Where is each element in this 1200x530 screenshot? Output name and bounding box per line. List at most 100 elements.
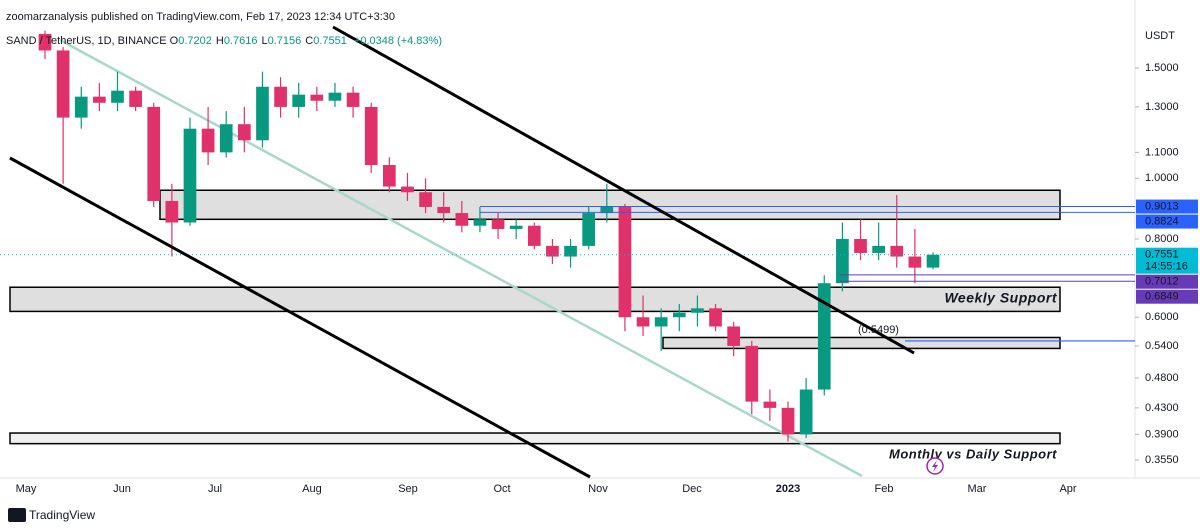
candle-body: [672, 312, 686, 318]
header: zoomarzanalysis published on TradingView…: [6, 5, 442, 53]
ohlc-key: H: [215, 35, 224, 47]
annotation: Weekly Support: [944, 290, 1057, 306]
candle-body: [346, 92, 360, 107]
candle-body: [491, 219, 505, 229]
candle-body: [328, 92, 342, 101]
x-tick-label: Mar: [968, 483, 987, 495]
ohlc-key: O: [169, 35, 179, 47]
candle-body: [636, 317, 650, 327]
x-tick-label: 2023: [776, 483, 800, 495]
annotation: Monthly vs Daily Support: [889, 446, 1057, 461]
event-icon-bolt: [932, 460, 938, 472]
candle-body: [147, 106, 161, 201]
ohlc-value: 0.7156: [267, 35, 302, 47]
candle-body: [437, 206, 451, 214]
candle-body: [691, 308, 704, 313]
candle-body: [401, 186, 414, 193]
y-tick-label: 0.6000: [1145, 311, 1179, 323]
candle-body: [618, 206, 632, 318]
candle-body: [836, 238, 849, 284]
candle-body: [582, 213, 596, 246]
x-tick-label: Apr: [1059, 483, 1076, 495]
candle-body: [256, 86, 269, 141]
candle-body: [201, 128, 215, 153]
y-tick-label: 0.8000: [1145, 233, 1179, 245]
x-tick-label: Jun: [113, 483, 131, 495]
publisher: zoomarzanalysis published on TradingView…: [6, 11, 396, 23]
candle-body: [890, 245, 904, 257]
price-tag-label: 0.6849: [1145, 291, 1179, 303]
candle-body: [38, 33, 52, 51]
candle-body: [364, 106, 378, 166]
price-tag: [1136, 274, 1198, 289]
candle-body: [310, 94, 324, 101]
x-tick-label: Feb: [875, 483, 894, 495]
zone: [662, 336, 1061, 350]
x-tick-label: May: [16, 483, 37, 495]
candle-body: [727, 326, 740, 346]
candle-body: [74, 96, 88, 118]
y-tick-label: 1.3000: [1145, 101, 1179, 113]
candle-body: [872, 245, 885, 253]
candle-body: [238, 124, 251, 141]
price-unit: USDT: [1145, 30, 1175, 42]
candle-body: [274, 86, 287, 107]
zone: [9, 432, 1061, 445]
y-tick-label: 1.5000: [1145, 62, 1179, 74]
price-tag-label: 0.8824: [1145, 215, 1179, 227]
change: +0.0348 (+4.83%): [353, 35, 442, 47]
x-tick-label: Sep: [398, 483, 418, 495]
x-tick-label: Dec: [682, 483, 702, 495]
candle-body: [292, 94, 306, 107]
candle-body: [183, 128, 197, 223]
candle-body: [419, 192, 432, 207]
candle-body: [817, 283, 831, 390]
candle-body: [93, 96, 106, 103]
candle-body: [854, 238, 867, 253]
y-tick-label: 0.4300: [1145, 402, 1179, 414]
price-tag: [1136, 214, 1198, 229]
ohlc-value: 0.7551: [313, 35, 347, 47]
x-tick-label: Jul: [208, 483, 222, 495]
ohlc-value: 0.7616: [223, 35, 258, 47]
y-tick-label: 1.0000: [1145, 172, 1179, 184]
x-tick-label: Oct: [493, 483, 510, 495]
candle-body: [129, 90, 142, 107]
price-tag: [1136, 247, 1198, 274]
candle-body: [745, 345, 759, 402]
ohlc-key: C: [305, 35, 314, 47]
candle-body: [56, 50, 70, 118]
ohlc-value: 0.7202: [178, 35, 212, 47]
ohlc-key: L: [261, 35, 268, 47]
candle-body: [165, 200, 179, 223]
channel-line: [9, 156, 591, 479]
price-tag: [1136, 199, 1198, 214]
y-tick-label: 1.1000: [1145, 146, 1179, 158]
channel-line: [332, 25, 915, 355]
candle-body: [382, 165, 396, 187]
zone: [159, 189, 1061, 221]
candle-body: [908, 256, 922, 268]
candle-body: [527, 225, 541, 246]
y-tick-label: 0.4800: [1145, 372, 1179, 384]
price-tag: [1136, 289, 1198, 304]
candle-body: [654, 317, 668, 327]
candle-body: [763, 401, 777, 408]
candle-body: [926, 254, 940, 268]
price-tag-label: 0.7012: [1145, 276, 1179, 288]
candle-body: [111, 90, 124, 103]
candle-body: [600, 206, 614, 214]
price-tag-label: 0.9013: [1145, 200, 1179, 212]
countdown: 14:55:16: [1145, 261, 1188, 273]
candle-body: [564, 245, 577, 257]
candle-body: [455, 213, 469, 226]
logo: [8, 508, 26, 522]
symbol: SAND / TetherUS, 1D, BINANCE: [6, 35, 167, 47]
x-tick-label: Aug: [302, 483, 322, 495]
trend-line: [59, 38, 863, 478]
footer-brand: TradingView: [29, 508, 95, 522]
y-tick-label: 0.3900: [1145, 428, 1179, 440]
x-tick-label: Nov: [588, 483, 608, 495]
